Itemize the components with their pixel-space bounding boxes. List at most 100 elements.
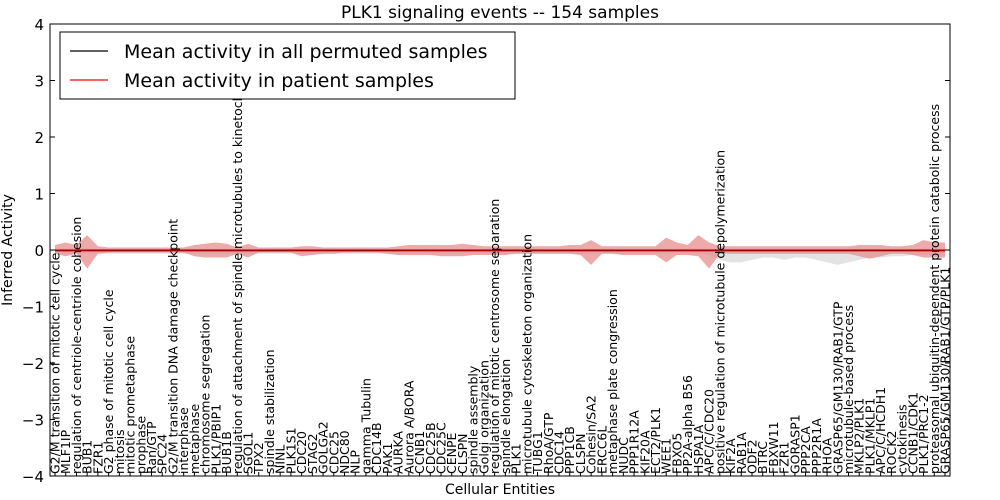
x-tick-label: RAB1A xyxy=(734,432,749,474)
x-tick-label: FZR1 xyxy=(90,442,105,474)
x-tick-label: GRASP65/GM130/RAB1/GTP/PLK1 xyxy=(938,267,953,474)
y-axis: 4 3 2 1 0 −1 −2 −3 −4 xyxy=(22,16,950,486)
x-tick-label: CLSPN xyxy=(573,433,588,474)
x-tick-label: KIF20A xyxy=(637,430,652,474)
x-tick-label: KIF2A xyxy=(723,438,738,474)
x-tick-label: CDC25B xyxy=(423,422,438,474)
x-tick-label: mitosis xyxy=(112,429,127,474)
x-tick-label: RhoA/GTP xyxy=(541,412,556,474)
x-tick-label: PAK1 xyxy=(380,443,395,474)
x-tick-label: proteasomal ubiquitin-dependent protein … xyxy=(927,104,942,474)
legend: Mean activity in all permuted samples Me… xyxy=(59,31,516,100)
legend-label-permuted: Mean activity in all permuted samples xyxy=(124,41,487,63)
x-tick-label: prophase xyxy=(133,416,148,474)
x-tick-label: CDC20 xyxy=(294,431,309,474)
x-tick-label: GOLGA2 xyxy=(316,421,331,474)
x-tick-label: microtubule cytoskeleton organization xyxy=(519,234,534,474)
x-tick-label: PLK1/PRC1-2 xyxy=(916,394,931,474)
series-group xyxy=(54,249,946,252)
x-tick-label: APC/C/HCDH1 xyxy=(873,387,888,474)
x-tick-label: spindle elongation xyxy=(498,359,513,474)
y-tick-label: −2 xyxy=(22,355,44,373)
x-tick-label: PLK1/PBIP1 xyxy=(208,404,223,474)
x-tick-label: WEE1 xyxy=(659,438,674,474)
x-tick-label: BUB1 xyxy=(80,440,95,474)
x-tick-label: cytokinesis xyxy=(895,404,910,474)
x-tick-label: CLSPN xyxy=(455,433,470,474)
x-tick-label: CDC14B xyxy=(369,422,384,474)
x-tick-label: PPP1R12A xyxy=(627,410,642,474)
x-tick-label: TUBG1 xyxy=(530,431,545,475)
x-tick-label: regulation of attachment of spindle micr… xyxy=(230,73,245,474)
x-tick-label: ERCC6L xyxy=(594,426,609,474)
y-tick-label: 3 xyxy=(34,73,44,91)
y-tick-label: 1 xyxy=(34,186,44,204)
x-tick-label: spindle stabilization xyxy=(262,349,277,474)
x-tick-label: metaphase xyxy=(187,404,202,474)
x-tick-label: ODF2 xyxy=(745,439,760,474)
x-tick-label: gamma Tubulin xyxy=(359,378,374,474)
x-tick-label: CDC25 xyxy=(326,431,341,474)
x-tick-label: GRASP65/GM130/RAB1/GTP xyxy=(830,301,845,474)
band-group xyxy=(55,235,945,269)
x-tick-label: regulation of mitotic centrosome separat… xyxy=(487,199,502,474)
x-tick-label: PPP1CB xyxy=(562,426,577,474)
x-tick-label: G2 phase of mitotic cell cycle xyxy=(101,289,116,474)
y-tick-label: 4 xyxy=(34,16,44,34)
legend-label-patient: Mean activity in patient samples xyxy=(124,70,434,92)
x-tick-label: STAG2 xyxy=(305,433,320,474)
legend-box xyxy=(59,31,516,100)
x-tick-label: CDC14 xyxy=(552,431,567,474)
x-tick-label: positive regulation of microtubule depol… xyxy=(712,150,727,474)
x-tick-label: CCNB1 xyxy=(412,431,427,474)
x-tick-label: NUDC xyxy=(616,437,631,474)
x-tick-label: mitotic prometaphase xyxy=(123,336,138,474)
x-tick-label: FBXW11 xyxy=(766,421,781,474)
x-tick-label: AURKA xyxy=(391,431,406,474)
x-tick-label: APC/C/CDC20 xyxy=(702,389,717,474)
x-tick-label: PLK1S1 xyxy=(283,427,298,474)
x-tick-label: PPP2CA xyxy=(798,426,813,474)
x-tick-label: Ran/GTP xyxy=(144,421,159,474)
x-tick-label: CENPE xyxy=(444,432,459,474)
x-tick-label: regulation of centriole-centriole cohesi… xyxy=(69,217,84,474)
x-tick-label: SPC24 xyxy=(155,434,170,474)
x-tick-label: spindle assembly xyxy=(466,365,481,474)
x-tick-label: CCNB1/CDK1 xyxy=(905,392,920,474)
y-axis-label: Inferred Activity xyxy=(0,194,16,306)
x-tick-label: PP2A-alpha B56 xyxy=(680,375,695,474)
x-tick-label: TPX2 xyxy=(251,442,266,475)
x-tick-label: G2/M transition of mitotic cell cycle xyxy=(48,252,63,474)
y-tick-label: 2 xyxy=(34,129,44,147)
x-tick-label: Golgi organization xyxy=(476,360,491,474)
x-tick-label: MLF1IP xyxy=(58,429,73,474)
x-tick-label: Cohesin/SA2 xyxy=(584,395,599,474)
x-tick-label: ECT2/PLK1 xyxy=(648,407,663,474)
y-tick-label: −3 xyxy=(22,412,44,430)
x-tick-label: chromosome segregation xyxy=(198,315,213,474)
x-tick-label: NINL xyxy=(273,445,288,474)
x-tick-label: PLK1 xyxy=(509,443,524,474)
x-tick-label: BTRC xyxy=(755,441,770,474)
x-tick-label: MKLP2/PLK1 xyxy=(852,398,867,474)
y-tick-label: 0 xyxy=(34,242,44,260)
y-tick-label: −1 xyxy=(22,299,44,317)
x-tick-label: BUB1B xyxy=(219,431,234,474)
x-tick-label: microtubule-based process xyxy=(841,305,856,474)
x-tick-label: PLK1/MKLP1 xyxy=(862,398,877,474)
series-band-1 xyxy=(55,235,945,269)
x-axis-label: Cellular Entities xyxy=(445,482,555,498)
x-tick-label: G2/M transition DNA damage checkpoint xyxy=(166,219,181,474)
x-tick-label: ROCK2 xyxy=(884,431,899,474)
x-tick-label: SGOL1 xyxy=(241,432,256,474)
chart-title: PLK1 signaling events -- 154 samples xyxy=(341,3,659,23)
x-tick-label: metaphase plate congression xyxy=(605,289,620,474)
x-tick-label: NDC80 xyxy=(337,430,352,474)
x-axis: G2/M transition of mitotic cell cycleMLF… xyxy=(48,73,953,476)
x-tick-label: FBXO5 xyxy=(669,433,684,474)
x-tick-label: GORASP1 xyxy=(787,414,802,474)
x-tick-label: PPP2R1A xyxy=(809,418,824,474)
x-tick-label: HSPA1A xyxy=(691,424,706,474)
y-tick-label: −4 xyxy=(22,468,44,486)
